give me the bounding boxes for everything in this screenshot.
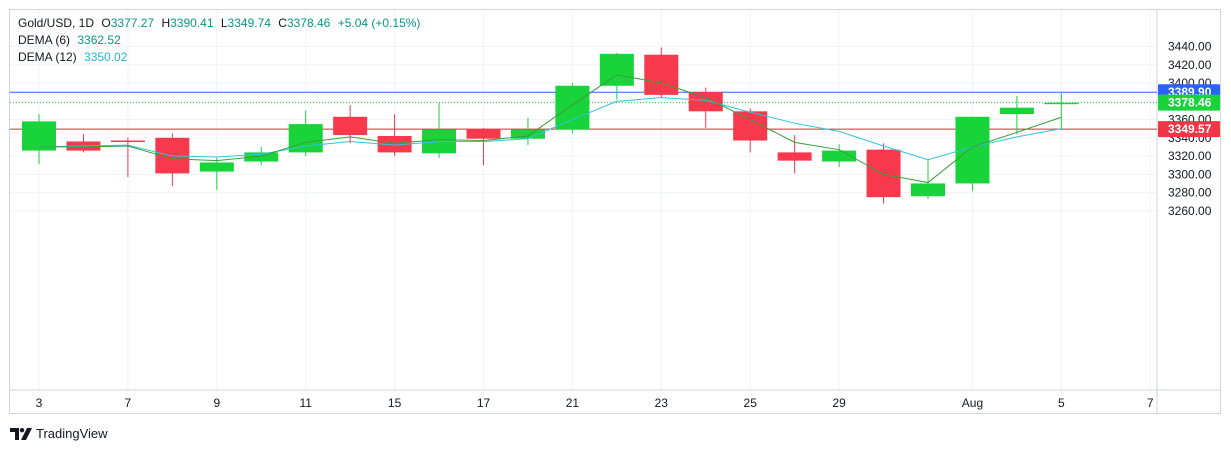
price-badge-3349.57: [1158, 121, 1220, 138]
candle-body: [555, 85, 590, 130]
candle-body: [599, 53, 634, 86]
candle-body: [777, 152, 812, 161]
candle-body: [733, 111, 768, 141]
x-tick-label: 15: [388, 396, 402, 410]
y-tick-label: 3320.00: [1168, 149, 1212, 163]
x-tick-label: Aug: [962, 396, 983, 410]
high-value: 3390.41: [170, 16, 214, 30]
low-label: L: [220, 16, 228, 30]
x-tick-label: 29: [832, 396, 846, 410]
candle-body: [822, 150, 857, 162]
y-tick-label: 3440.00: [1168, 40, 1212, 54]
price-badge-text: 3349.57: [1168, 122, 1212, 136]
y-tick-label: 3300.00: [1168, 167, 1212, 181]
candle-body: [688, 92, 723, 112]
change-value: +5.04 (+0.15%): [337, 16, 421, 30]
price-badge-3378.46: [1158, 94, 1220, 111]
close-value: 3378.46: [286, 16, 331, 30]
x-tick-label: 11: [299, 396, 312, 410]
y-tick-label: 3420.00: [1168, 58, 1212, 72]
x-tick-label: 17: [477, 396, 491, 410]
candle-body: [510, 129, 545, 139]
x-tick-label: 25: [744, 396, 758, 410]
candle-body: [333, 116, 368, 136]
legend-ohlc-row: Gold/USD, 1D O3377.27 H3390.41 L3349.74 …: [18, 15, 424, 32]
candle-body: [244, 152, 279, 162]
x-tick-label: 7: [125, 396, 132, 410]
symbol-label: Gold/USD, 1D: [18, 16, 95, 30]
x-tick-label: 23: [655, 396, 669, 410]
legend-dema6-row[interactable]: DEMA (6) 3362.52: [18, 32, 125, 49]
candle-body: [911, 183, 945, 197]
x-tick-label: 9: [213, 396, 220, 410]
y-tick-label: 3260.00: [1168, 204, 1212, 218]
brand-name: TradingView: [36, 426, 108, 441]
candle-body: [999, 107, 1034, 115]
chart-frame[interactable]: 3260.00 3280.00 3300.00 3320.00 3340.00 3360.…: [9, 9, 1222, 415]
candle-body: [199, 162, 234, 172]
dema12-label: DEMA (12): [18, 50, 77, 64]
x-tick-label: 5: [1058, 396, 1065, 410]
candle-body: [22, 121, 56, 151]
candle-body: [1044, 102, 1079, 105]
dema12-line: [38, 97, 1062, 161]
candle-body: [110, 140, 145, 143]
x-tick-label: 3: [36, 396, 43, 410]
dema6-label: DEMA (6): [18, 33, 71, 47]
high-label: H: [161, 16, 171, 30]
x-tick-label: 7: [1147, 396, 1154, 410]
low-value: 3349.74: [227, 16, 271, 30]
candle-body: [377, 135, 412, 153]
legend-dema12-row[interactable]: DEMA (12) 3350.02: [18, 49, 131, 66]
open-value: 3377.27: [110, 16, 155, 30]
x-tick-label: 21: [566, 396, 580, 410]
tradingview-logo-icon: [10, 427, 32, 440]
candle-body: [466, 129, 501, 139]
close-label: C: [278, 16, 287, 30]
y-tick-label: 3280.00: [1168, 186, 1212, 200]
candle-body: [866, 149, 901, 198]
candle-body: [644, 54, 679, 95]
price-badge-text: 3378.46: [1168, 96, 1212, 110]
dema12-value: 3350.02: [84, 50, 128, 64]
dema6-line: [39, 74, 1062, 184]
tradingview-brand[interactable]: TradingView: [10, 426, 108, 441]
open-label: O: [101, 16, 111, 30]
dema6-value: 3362.52: [77, 33, 121, 47]
candlestick-chart[interactable]: 3260.003280.003300.003320.003340.003360.…: [10, 10, 1222, 415]
